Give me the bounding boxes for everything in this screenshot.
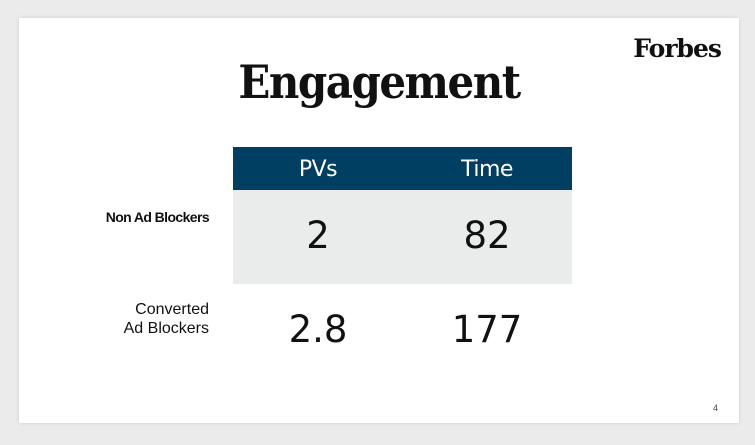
slide-title: Engagement [238,56,521,109]
slide: Forbes Engagement PVs Time Non Ad Blocke… [19,18,739,423]
column-header-time: Time [461,157,513,182]
cell-converted-pvs: 2.8 [288,308,348,351]
forbes-logo: Forbes [633,34,722,63]
cell-converted-time: 177 [451,308,523,351]
table-header: PVs Time [233,147,572,190]
row-label-line-1: Converted [135,301,209,318]
cell-non-ad-blockers-time: 82 [463,214,511,257]
row-label-line-2: Ad Blockers [123,320,209,337]
page-number: 4 [712,403,718,413]
row-label-non-ad-blockers: Non Ad Blockers [105,209,210,225]
table-row-highlight [233,190,572,284]
row-label-converted-ad-blockers: Converted Ad Blockers [59,300,209,338]
cell-non-ad-blockers-pvs: 2 [306,214,330,257]
column-header-pvs: PVs [298,157,338,182]
